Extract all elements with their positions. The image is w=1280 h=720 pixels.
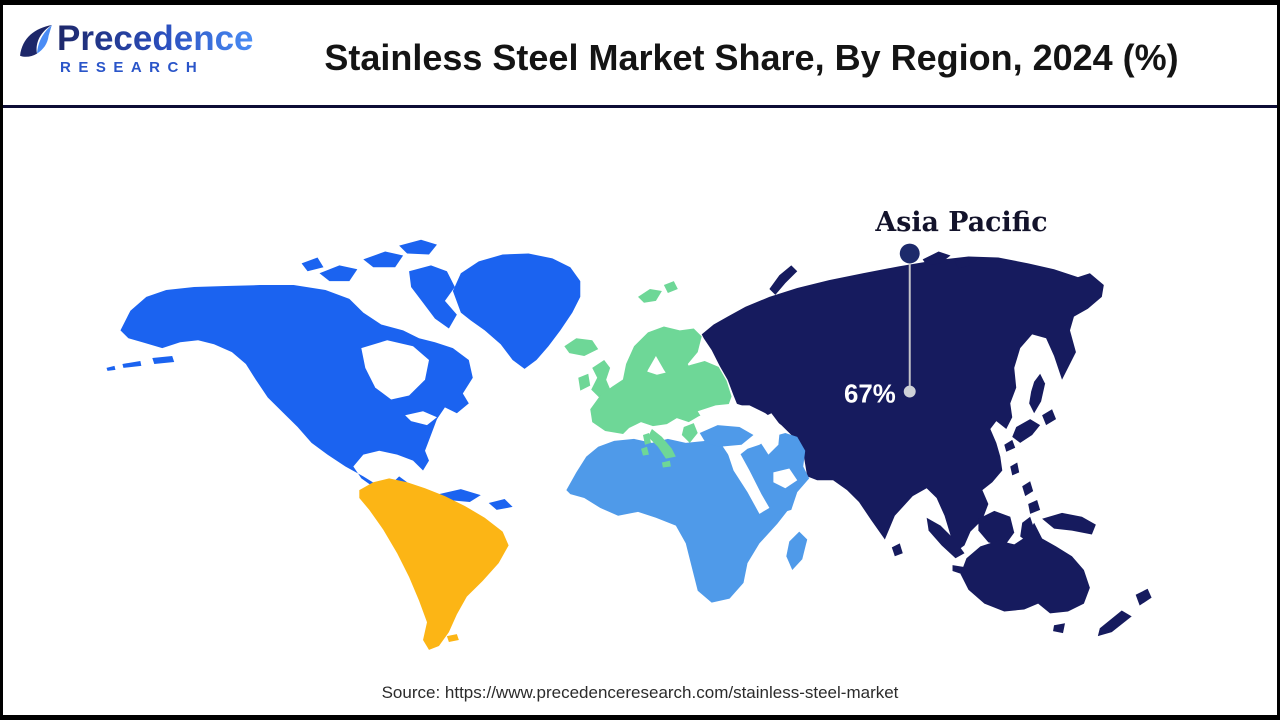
great-lakes <box>405 411 437 426</box>
island-hispaniola <box>488 499 513 510</box>
brand-subtitle: RESEARCH <box>60 59 205 76</box>
island-corsica <box>642 432 651 445</box>
island-japan <box>1004 439 1016 452</box>
island-new-zealand <box>1135 588 1152 606</box>
map-region-asia-pacific <box>701 251 1152 637</box>
brand-name: Precedence <box>57 19 254 58</box>
island-madagascar <box>786 531 808 571</box>
landmass-italy <box>647 429 676 459</box>
landmass-europe-mainland <box>590 360 732 434</box>
header-divider <box>3 105 1277 108</box>
island-baffin <box>409 265 457 329</box>
black-sea <box>697 403 754 424</box>
island-taiwan <box>1010 462 1020 476</box>
landmass-australia <box>960 522 1090 614</box>
source-text: Source: https://www.precedenceresearch.c… <box>381 683 899 702</box>
landmass-turkey <box>699 425 754 447</box>
island-sicily <box>661 460 671 468</box>
persian-gulf <box>773 468 798 489</box>
island-arctic <box>399 239 437 255</box>
island <box>954 257 971 269</box>
island-arctic <box>363 251 404 268</box>
island-great-britain <box>591 360 612 398</box>
island-iceland <box>564 338 599 357</box>
map-region-europe <box>564 281 732 468</box>
callout-region-label: Asia Pacific <box>874 207 1047 238</box>
landmass-africa <box>566 438 792 603</box>
header: Precedence RESEARCH Stainless Steel Mark… <box>3 5 1277 105</box>
hudson-bay <box>361 340 429 400</box>
island-ireland <box>578 373 591 391</box>
island <box>922 251 951 266</box>
landmass-eurasia <box>701 256 1104 552</box>
island-philippines <box>1028 500 1041 514</box>
callout-value-label: 67% <box>844 381 896 409</box>
chart-title: Stainless Steel Market Share, By Region,… <box>324 37 1179 78</box>
map-region-north-america <box>106 239 581 518</box>
map-region-south-america <box>359 478 509 650</box>
island-philippines <box>1022 481 1034 497</box>
red-sea <box>727 448 770 514</box>
island-new-guinea <box>1042 512 1096 535</box>
landmass-south-america <box>359 478 509 650</box>
callout-asia-pacific: Asia Pacific 67% <box>844 207 1048 408</box>
island-new-zealand <box>1097 610 1132 637</box>
island-arctic <box>301 257 324 272</box>
island-sri-lanka <box>891 543 903 557</box>
caspian-sea <box>759 413 781 455</box>
landmass-north-america <box>120 285 473 518</box>
leaf-icon <box>20 25 52 57</box>
callout-marker-dot <box>899 243 920 264</box>
island-japan <box>1042 409 1057 426</box>
island-falkland <box>446 634 459 643</box>
island-aleutian <box>152 356 175 364</box>
island-borneo <box>978 510 1015 547</box>
callout-end-dot <box>903 385 916 398</box>
world-map: Asia Pacific 67% <box>106 207 1152 650</box>
island-aleutian <box>106 365 116 371</box>
island-arctic <box>319 265 358 282</box>
map-region-middle-east-africa <box>566 425 810 603</box>
island-sumatra <box>926 517 965 559</box>
sea-overlays <box>361 340 798 514</box>
landmass-greece <box>681 423 698 443</box>
island-sakhalin <box>1029 373 1046 414</box>
island-greenland <box>452 253 581 369</box>
island-sardinia <box>640 446 649 456</box>
island-tasmania <box>1053 623 1065 634</box>
island-japan <box>1012 419 1041 443</box>
island-aleutian <box>122 360 142 368</box>
island-svalbard <box>663 281 678 293</box>
map-area: Asia Pacific 67% <box>3 5 1277 715</box>
island-svalbard <box>638 289 662 303</box>
brand-logo: Precedence RESEARCH <box>19 21 254 75</box>
island <box>769 265 798 295</box>
